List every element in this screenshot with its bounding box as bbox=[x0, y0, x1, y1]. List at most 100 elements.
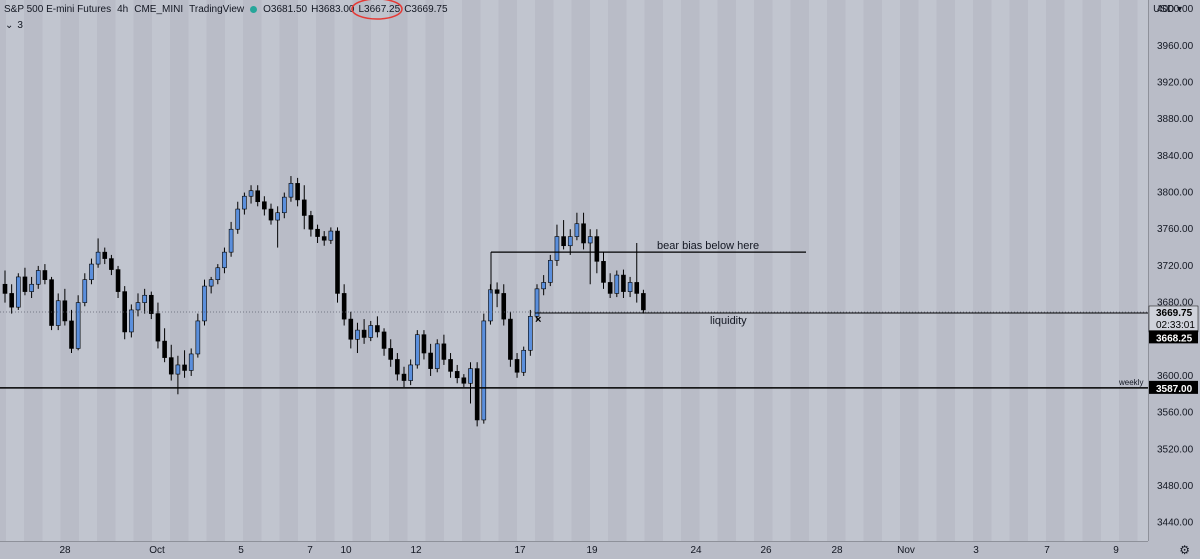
session-stripe bbox=[1028, 0, 1046, 541]
candle-body bbox=[195, 320, 201, 355]
session-stripe bbox=[1101, 0, 1119, 541]
candle-body bbox=[401, 373, 407, 381]
candle-body bbox=[561, 236, 566, 247]
candle-body bbox=[262, 201, 267, 210]
candle-body bbox=[275, 212, 280, 221]
chevron-down-icon[interactable]: ⌄ bbox=[5, 20, 14, 31]
candle-body bbox=[9, 293, 14, 308]
candle-body bbox=[188, 353, 194, 371]
candle-body bbox=[594, 236, 600, 262]
price-tick-label: 3840.00 bbox=[1157, 151, 1194, 162]
candle-body bbox=[295, 183, 300, 201]
price-tick-label: 3880.00 bbox=[1157, 114, 1194, 125]
session-stripe bbox=[1064, 0, 1083, 541]
session-stripe bbox=[955, 0, 973, 541]
candle-body bbox=[281, 196, 287, 214]
red-highlight-ellipse bbox=[351, 0, 404, 20]
candle-body bbox=[481, 320, 487, 421]
plot-background bbox=[0, 0, 1148, 541]
session-stripe bbox=[188, 0, 207, 541]
session-stripe bbox=[991, 0, 1010, 541]
price-tick-label: 3920.00 bbox=[1157, 78, 1194, 89]
session-stripe bbox=[845, 0, 864, 541]
time-tick-label: 10 bbox=[340, 545, 352, 556]
candle-body bbox=[381, 331, 387, 349]
candle-body bbox=[62, 300, 68, 322]
candle-body bbox=[15, 276, 21, 308]
candle-body bbox=[288, 183, 294, 198]
candle-body bbox=[222, 251, 227, 269]
session-stripe bbox=[42, 0, 61, 541]
price-tick-label: 3800.00 bbox=[1157, 188, 1194, 199]
session-stripe bbox=[371, 0, 389, 541]
liquidity-price-tag: 3668.25 bbox=[1156, 333, 1193, 344]
candle-body bbox=[49, 279, 54, 326]
session-stripe bbox=[663, 0, 681, 541]
time-tick-label: Oct bbox=[149, 545, 165, 556]
time-axis-background bbox=[0, 541, 1148, 559]
candle-body bbox=[421, 334, 427, 354]
time-tick-label: Nov bbox=[897, 545, 915, 556]
candle-body bbox=[521, 349, 527, 373]
candle-body bbox=[142, 294, 147, 303]
candle-body bbox=[149, 294, 154, 314]
candle-body bbox=[89, 263, 94, 280]
indicator-collapse[interactable]: ⌄ 3 bbox=[5, 20, 23, 31]
candle-body bbox=[321, 236, 327, 241]
candle-body bbox=[242, 195, 247, 210]
candle-body bbox=[375, 325, 380, 333]
gear-icon[interactable]: ⚙ bbox=[1179, 543, 1190, 557]
price-axis-background bbox=[1148, 0, 1200, 559]
candle-body bbox=[414, 334, 420, 366]
bar-countdown: 02:33:01 bbox=[1156, 320, 1195, 331]
close-value: C3669.75 bbox=[404, 4, 448, 15]
source-label: TradingView bbox=[189, 4, 245, 15]
candle-body bbox=[581, 223, 586, 244]
time-tick-label: 17 bbox=[514, 545, 526, 556]
session-stripe bbox=[79, 0, 97, 541]
liquidity-label: liquidity bbox=[710, 315, 747, 327]
weekly-label: weekly bbox=[1118, 378, 1143, 387]
candle-body bbox=[55, 300, 61, 326]
weekly-price-tag-bg bbox=[1149, 380, 1198, 394]
price-tick-label: 3720.00 bbox=[1157, 261, 1194, 272]
interval-label[interactable]: 4h bbox=[117, 4, 129, 15]
candle-body bbox=[109, 258, 114, 270]
candle-body bbox=[129, 309, 134, 333]
candle-body bbox=[361, 329, 367, 338]
candle-body bbox=[2, 283, 8, 294]
chevron-down-icon: ▾ bbox=[1176, 4, 1182, 15]
candle-body bbox=[162, 340, 167, 358]
session-stripe bbox=[152, 0, 170, 541]
session-stripe bbox=[626, 0, 645, 541]
candle-body bbox=[587, 236, 593, 244]
session-stripe bbox=[115, 0, 134, 541]
time-tick-label: 24 bbox=[690, 545, 702, 556]
session-stripe bbox=[882, 0, 900, 541]
candle-body bbox=[634, 282, 640, 294]
candle-body bbox=[82, 279, 88, 303]
candle-body bbox=[448, 359, 453, 372]
symbol-name[interactable]: S&P 500 E-mini Futures bbox=[4, 4, 112, 15]
session-stripe bbox=[334, 0, 353, 541]
candle-body bbox=[155, 313, 161, 342]
candle-body bbox=[614, 274, 620, 294]
time-tick-label: 28 bbox=[59, 545, 71, 556]
candle-body bbox=[368, 325, 374, 338]
candle-body bbox=[315, 228, 320, 237]
candle-body bbox=[461, 377, 467, 384]
candle-body bbox=[308, 215, 314, 230]
time-tick-label: 26 bbox=[760, 545, 772, 556]
price-tick-label: 3960.00 bbox=[1157, 41, 1194, 52]
time-tick-label: 12 bbox=[410, 545, 422, 556]
candle-body bbox=[534, 288, 540, 317]
candle-body bbox=[208, 279, 214, 287]
currency-label: USD bbox=[1153, 4, 1175, 15]
session-stripe bbox=[225, 0, 243, 541]
currency-selector[interactable]: USD ▾ bbox=[1153, 4, 1182, 15]
exchange-label: CME_MINI bbox=[134, 4, 184, 15]
weekly-price-tag: 3587.00 bbox=[1156, 384, 1193, 395]
candle-body bbox=[135, 302, 141, 311]
price-tick-label: 3680.00 bbox=[1157, 298, 1194, 309]
